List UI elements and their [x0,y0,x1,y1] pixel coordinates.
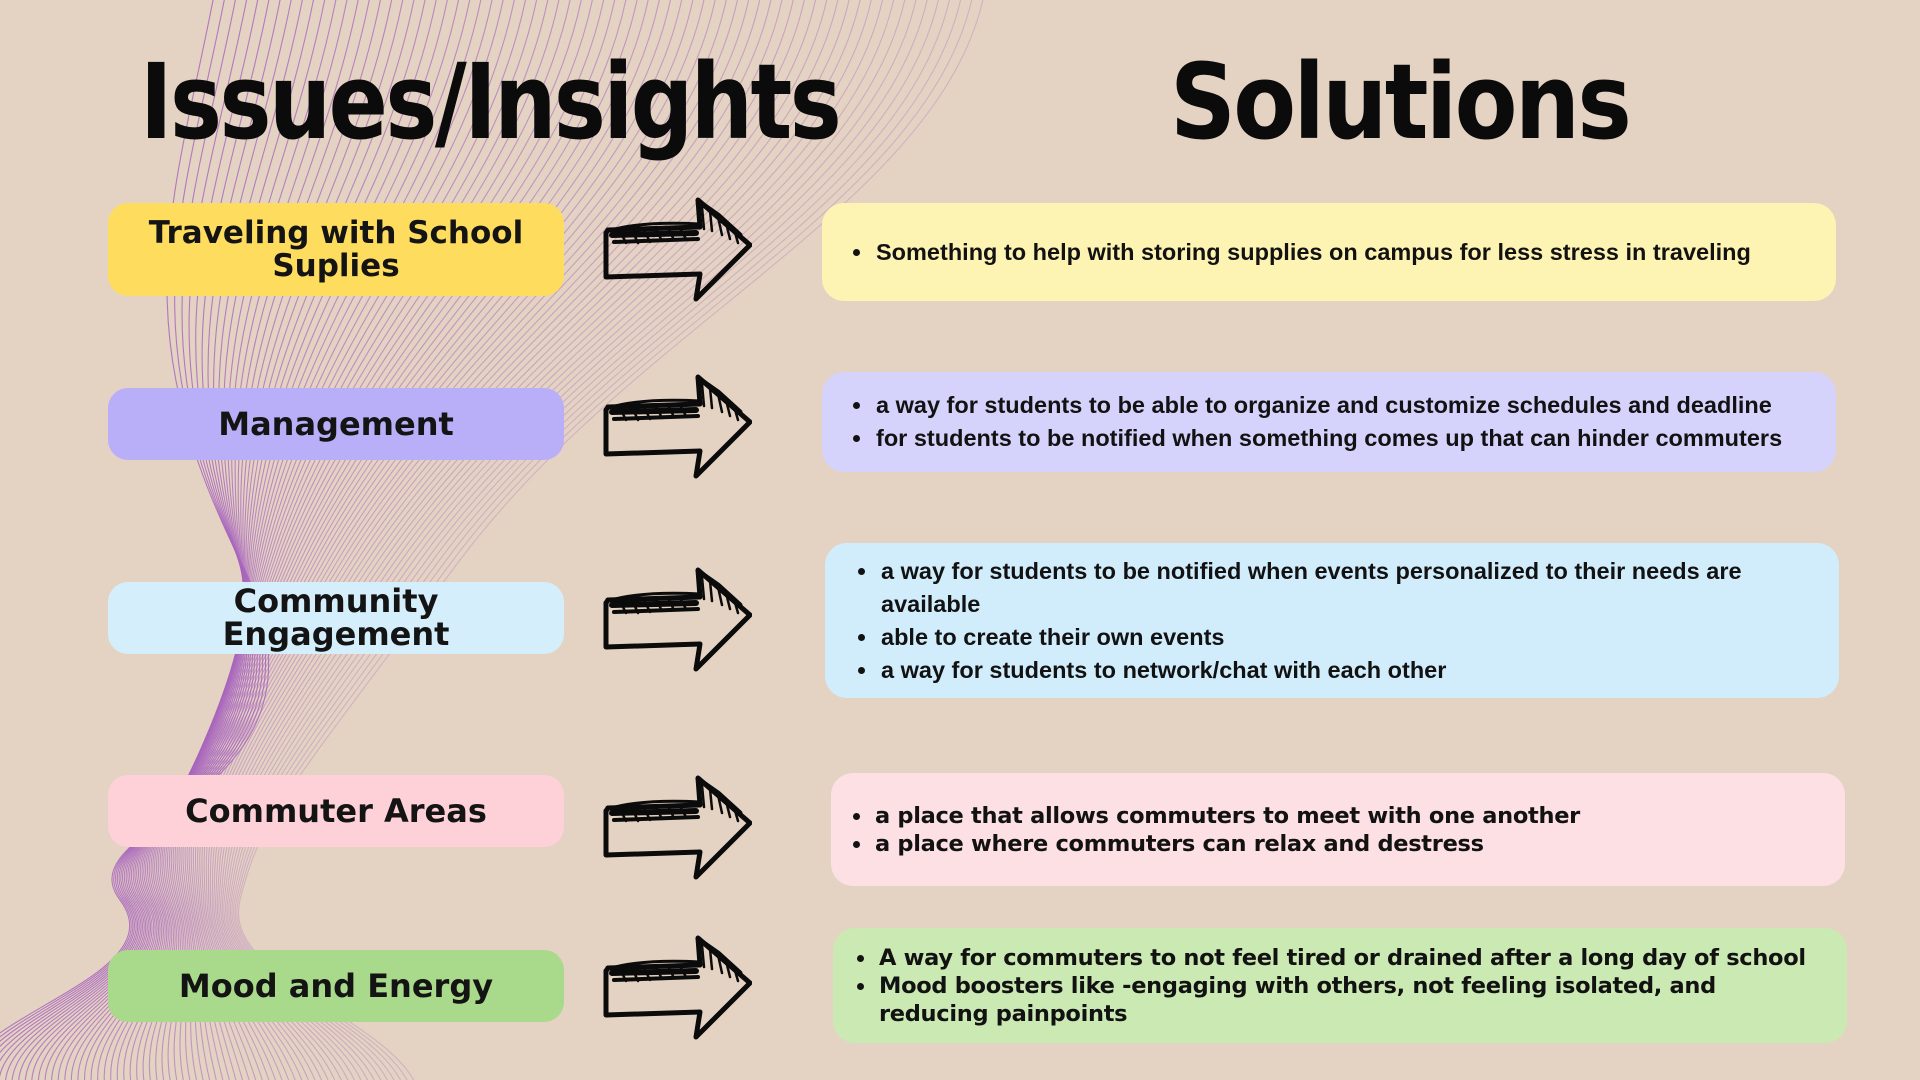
solution-item: a way for students to be able to organiz… [874,389,1782,422]
solution-item: a place where commuters can relax and de… [873,830,1580,858]
hand-drawn-right-arrow-icon [600,933,752,1043]
solution-panel-commuter-areas: a place that allows commuters to meet wi… [831,773,1845,886]
solution-item: for students to be notified when somethi… [874,422,1782,455]
solution-item: Something to help with storing supplies … [874,236,1751,269]
solution-item: able to create their own events [879,621,1799,654]
hand-drawn-right-arrow-icon [600,195,752,305]
solution-list: a way for students to be able to organiz… [836,389,1782,455]
solution-list: a way for students to be notified when e… [841,555,1799,687]
solution-list: a place that allows commuters to meet wi… [831,802,1580,858]
issue-label-school-supplies: Traveling with School Suplies [108,203,564,296]
solutions-heading: Solutions [1170,41,1632,163]
solution-panel-school-supplies: Something to help with storing supplies … [822,203,1836,301]
issue-label-commuter-areas: Commuter Areas [108,775,564,847]
solution-item: a place that allows commuters to meet wi… [873,802,1580,830]
solution-list: Something to help with storing supplies … [836,236,1751,269]
solution-panel-community-engagement: a way for students to be notified when e… [825,543,1839,698]
issues-heading: Issues/Insights [140,41,842,163]
issue-label-community-engagement: Community Engagement [108,582,564,654]
hand-drawn-right-arrow-icon [600,565,752,675]
hand-drawn-right-arrow-icon [600,372,752,482]
solution-item: a way for students to network/chat with … [879,654,1799,687]
solution-list: A way for commuters to not feel tired or… [833,944,1807,1028]
solution-item: A way for commuters to not feel tired or… [877,944,1807,972]
solution-item: a way for students to be notified when e… [879,555,1799,621]
solution-panel-management: a way for students to be able to organiz… [822,372,1836,472]
hand-drawn-right-arrow-icon [600,773,752,883]
issue-label-management: Management [108,388,564,460]
solution-panel-mood-energy: A way for commuters to not feel tired or… [833,928,1847,1043]
solution-item: Mood boosters like -engaging with others… [877,972,1807,1028]
issue-label-mood-energy: Mood and Energy [108,950,564,1022]
